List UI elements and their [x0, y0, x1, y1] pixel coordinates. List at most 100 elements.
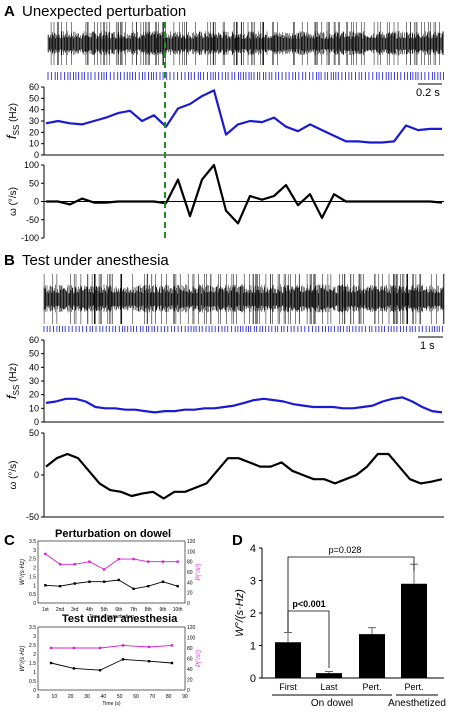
right-tick-label: 40 [187, 580, 193, 586]
y-tick-label: 10 [29, 139, 39, 149]
series-point [58, 563, 62, 566]
series-point [98, 669, 102, 672]
trace-path [43, 274, 445, 324]
series-point [176, 584, 179, 588]
x-tick-label: 60 [133, 694, 139, 700]
right-tick-label: 20 [187, 678, 193, 684]
right-tick-label: 100 [187, 636, 196, 642]
left-tick-label: 1 [33, 670, 36, 676]
left-tick-label: 3 [33, 548, 36, 554]
y-tick-label: 30 [29, 376, 39, 386]
spike-ticks [47, 72, 444, 80]
left-tick-label: 2.5 [29, 557, 36, 563]
series-point [161, 560, 165, 563]
y-tick-label: 100 [24, 160, 39, 170]
panel-b-scalebar-label: 1 s [420, 340, 435, 352]
series-point [102, 568, 106, 571]
x-tick-label: Pert. [362, 682, 381, 692]
panel-c-top-chart: 0 0.5 1 1.5 2 2.5 3 3.5 0 20 40 60 80 100 120 1st 2nd 3rd… [20, 539, 202, 620]
y-tick-label: 60 [29, 335, 39, 345]
y-tick-label: 50 [29, 428, 39, 438]
left-tick-label: 2.5 [29, 643, 36, 649]
y-tick-label: 0 [34, 417, 39, 427]
y-axis-label: fSS (Hz) [4, 363, 21, 399]
x-tick-label: 40 [101, 694, 107, 700]
x-tick-label: 1st [42, 607, 49, 613]
panel-a-letter: A [4, 3, 15, 20]
y-axis-label: fSS (Hz) [4, 103, 21, 139]
panel-c-bottom-title: Test under anesthesia [62, 613, 178, 625]
y-tick-label: 50 [29, 349, 39, 359]
x-tick-label: 30 [84, 694, 90, 700]
series-line [45, 579, 178, 590]
panel-b-letter: B [4, 252, 15, 269]
series-point [147, 584, 150, 588]
left-tick-label: 1.5 [29, 661, 36, 667]
bar [401, 583, 427, 678]
right-axis-label: P(°/s²) [196, 563, 202, 580]
y-tick-label: -50 [26, 215, 39, 225]
right-tick-label: 120 [187, 539, 196, 545]
series-point [170, 661, 174, 665]
right-tick-label: 120 [187, 625, 196, 631]
p-value-label: p<0.001 [292, 599, 325, 609]
series-line [51, 644, 172, 649]
left-axis-label: W°/(s·Hz) [20, 645, 26, 671]
right-tick-label: 40 [187, 667, 193, 673]
plot-frame [37, 626, 186, 691]
bar [275, 642, 301, 678]
series-point [147, 560, 150, 563]
left-tick-label: 0 [33, 688, 36, 694]
x-tick-label: 5th [101, 607, 108, 613]
y-tick-label: 20 [29, 390, 39, 400]
y-tick-label: 4 [250, 543, 256, 555]
series-point [117, 578, 121, 582]
x-tick-label: 8th [145, 607, 152, 613]
series-point [161, 580, 165, 583]
series-point [121, 658, 125, 661]
panel-c-bottom-chart: 0 0.5 1 1.5 2 2.5 3 3.5 0 20 40 60 80 100 120 0 10 20 30 40… [20, 625, 202, 707]
plot-frame [37, 540, 186, 604]
series-point [170, 644, 174, 647]
series-point [88, 580, 91, 583]
series-point [44, 552, 47, 556]
left-tick-label: 1.5 [29, 574, 36, 580]
series-point [73, 582, 76, 585]
panel-a-neural-trace [47, 22, 444, 65]
y-axis-label: ω (°/s) [8, 460, 19, 489]
y-tick-label: -50 [26, 512, 39, 522]
y-tick-label: 3 [250, 576, 256, 588]
y-tick-label: 60 [29, 82, 39, 92]
y-tick-label: 40 [29, 105, 39, 115]
x-tick-label: 80 [166, 694, 172, 700]
panel-d-bar-chart: 0 1 2 3 4 W°/(s·Hz) First Last Pert. Pert. On dowe… [234, 543, 446, 709]
panel-a-scalebar-label: 0.2 s [416, 87, 440, 99]
x-tick-label: 4th [86, 607, 93, 613]
left-tick-label: 0.5 [29, 679, 36, 685]
left-tick-label: 2 [33, 566, 36, 572]
x-tick-label: First [279, 682, 297, 692]
series-line [45, 396, 443, 414]
right-tick-label: 0 [187, 601, 190, 607]
y-tick-label: 50 [29, 93, 39, 103]
panel-a-title: Unexpected perturbation [22, 3, 186, 20]
panel-a-velocity-chart: -100 -50 0 50 100 ω (°/s) [8, 160, 444, 243]
left-tick-label: 3 [33, 634, 36, 640]
left-tick-label: 2 [33, 652, 36, 658]
panel-b-neural-trace [43, 274, 445, 324]
y-tick-label: 2 [250, 608, 256, 620]
right-tick-label: 60 [187, 570, 193, 576]
x-tick-label: 2nd [56, 607, 65, 613]
panel-c-letter: C [4, 532, 15, 549]
series-point [88, 560, 91, 563]
right-axis-label: P(°/s²) [196, 650, 202, 667]
left-tick-label: 3.5 [29, 539, 36, 545]
y-axis-label: ω (°/s) [8, 187, 19, 216]
series-line [45, 89, 442, 144]
series-line [46, 163, 443, 225]
bar [316, 673, 342, 678]
series-point [117, 557, 121, 561]
y-tick-label: 10 [29, 403, 39, 413]
y-tick-label: 40 [29, 362, 39, 372]
